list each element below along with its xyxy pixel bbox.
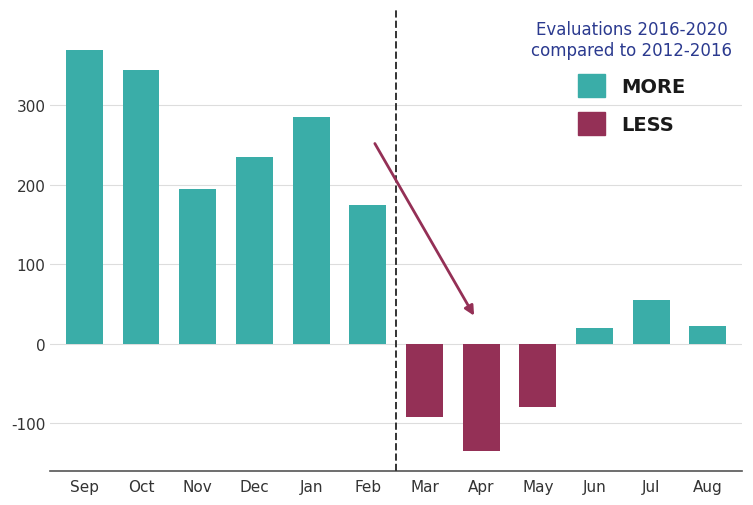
Bar (293, 118, 330, 344)
Bar (633, 300, 669, 344)
Bar (236, 158, 273, 344)
Legend: MORE, LESS: MORE, LESS (531, 21, 732, 135)
Bar (66, 50, 102, 344)
Bar (463, 344, 499, 451)
Bar (179, 189, 216, 344)
Bar (576, 328, 613, 344)
Bar (349, 205, 386, 344)
Bar (690, 326, 727, 344)
Bar (123, 71, 160, 344)
Bar (520, 344, 556, 407)
Bar (406, 344, 443, 417)
